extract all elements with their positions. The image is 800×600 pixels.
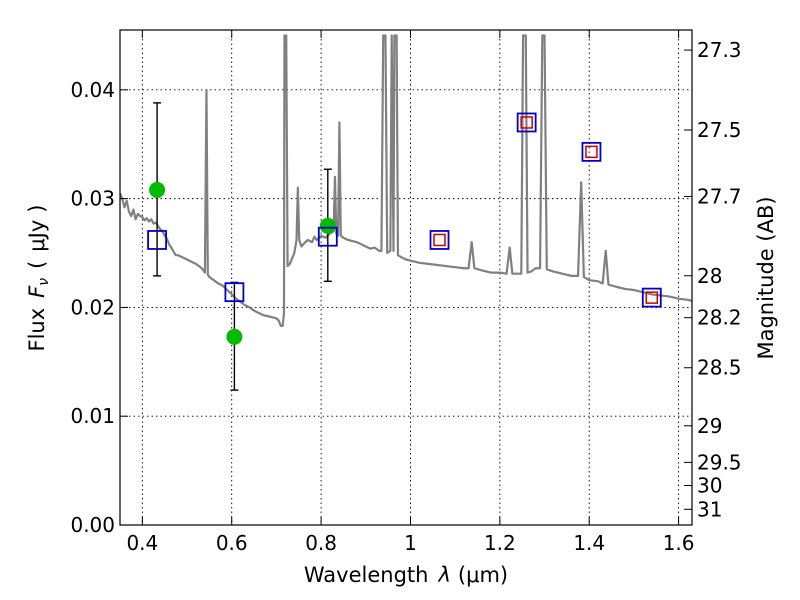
model-spectrum (120, 34, 692, 328)
y2-tick-label: 30 (697, 473, 722, 497)
x-axis-label-prefix: Wavelength (304, 563, 429, 587)
observed-square (433, 233, 446, 247)
y-axis-label-subscript: ν (36, 278, 52, 286)
spectrum-line (120, 34, 692, 328)
plot-area (120, 30, 692, 525)
x-tick-label: 0.6 (216, 531, 248, 555)
y-axis-ticks: 0.00 0.01 0.02 0.03 0.04 (70, 78, 128, 537)
y2-tick-label: 28.5 (697, 356, 742, 380)
x-axis-label-unit: (μm) (458, 563, 508, 587)
x-axis-label-symbol: λ (437, 563, 450, 587)
observed-circles (149, 181, 336, 345)
model-square (581, 141, 602, 162)
observed-circle (319, 217, 336, 234)
y-tick-label: 0.01 (70, 404, 115, 428)
observed-square (520, 116, 533, 129)
model-square (516, 112, 537, 133)
x-tick-label: 0.8 (305, 531, 337, 555)
x-axis-ticks: 0.4 0.6 0.8 1 1.2 1.4 1.6 (126, 30, 695, 555)
model-square (429, 230, 450, 250)
x-tick-label: 0.4 (126, 531, 158, 555)
y-tick-label: 0.00 (70, 513, 115, 537)
y2-tick-label: 27.3 (697, 38, 742, 62)
grid (120, 30, 692, 525)
y2-tick-label: 28 (697, 264, 722, 288)
model-square (147, 230, 167, 250)
x-tick-label: 1.6 (663, 531, 695, 555)
y2-tick-label: 29 (697, 414, 722, 438)
plot-frame (119, 29, 693, 526)
y-axis-label-symbol: F (25, 285, 49, 298)
y-tick-label: 0.03 (70, 187, 115, 211)
y-axis-label-prefix: Flux (25, 308, 49, 352)
x-tick-label: 1.4 (573, 531, 605, 555)
observed-square (585, 145, 598, 159)
y2-tick-label: 27.7 (697, 184, 742, 208)
observed-circle (149, 181, 166, 198)
photometry-squares (147, 112, 662, 308)
x-tick-label: 1.2 (484, 531, 516, 555)
model-square (317, 226, 338, 247)
y2-tick-label: 29.5 (697, 450, 742, 474)
y-tick-label: 0.02 (70, 295, 115, 319)
y-tick-label: 0.04 (70, 78, 115, 102)
model-square (641, 287, 662, 308)
x-axis-label: Wavelength λ (μm) (304, 563, 508, 587)
observed-square (645, 291, 659, 304)
x-tick-label: 1 (404, 531, 417, 555)
y2-tick-label: 27.5 (697, 118, 742, 142)
y2-tick-label: 31 (697, 497, 722, 521)
y2-axis-label: Magnitude (AB) (754, 196, 778, 359)
y2-tick-label: 28.2 (697, 306, 742, 330)
y-axis-label: FluxFν(μJy) (25, 205, 52, 352)
y-axis-label-unit: μJy (25, 220, 49, 252)
model-square (224, 282, 245, 303)
observed-circle (226, 328, 243, 345)
